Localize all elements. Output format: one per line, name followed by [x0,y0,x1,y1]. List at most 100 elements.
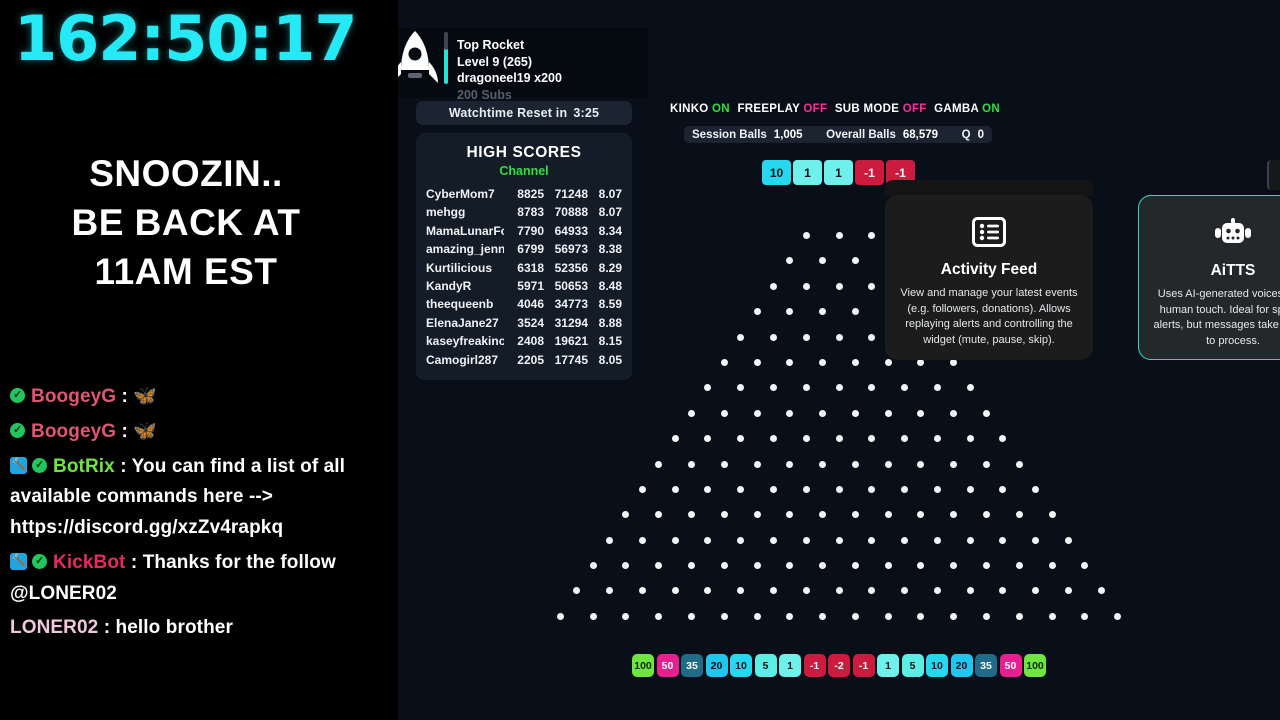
plinko-slot[interactable]: 1 [779,654,801,677]
chat-text: hello brother [115,617,233,639]
recent-multiplier-pill: 1 [824,160,853,185]
peg [1015,511,1023,519]
peg [835,282,843,290]
high-score-name: CyberMom7 [426,187,495,201]
high-score-score-a: 5971 [517,279,544,294]
peg [720,460,728,468]
high-score-name: KandyR [426,279,472,294]
plinko-slot[interactable]: 1 [877,654,899,677]
peg [868,282,876,290]
plinko-slot[interactable]: 50 [999,654,1022,677]
game-mode-status-row: KINKO ON FREEPLAY OFF SUB MODE OFF GAMBA ON [670,103,1000,115]
plinko-slot[interactable]: -2 [828,654,850,677]
activity-feed-description: View and manage your latest events (e.g.… [900,287,1078,346]
high-scores-panel: HIGH SCORES Channel CyberMom7 8825 71248 8.… [416,133,632,381]
status-sub-mode[interactable]: SUB MODE OFF [835,103,927,115]
peg [802,333,810,341]
peg-row [398,485,1280,511]
peg [917,612,925,620]
peg [786,358,794,366]
peg [720,409,728,417]
peg [1048,562,1056,570]
chat-username[interactable]: LONER02 [10,617,99,639]
peg [901,384,909,392]
peg [835,485,843,493]
plinko-slot[interactable]: 100 [1024,654,1046,677]
peg [786,460,794,468]
status-kinko[interactable]: KINKO ON [670,103,730,115]
high-score-score-b: 52356 [554,260,588,275]
peg-row [398,409,1280,435]
peg-row [398,612,1280,638]
chat-username[interactable]: BoogeyG [31,420,117,442]
plinko-slot[interactable]: 50 [656,654,679,677]
peg [1048,612,1056,620]
peg [671,485,679,493]
high-score-score-a: 8783 [517,205,544,220]
peg [671,587,679,595]
chat-message: BoogeyG : 🦋 [10,382,392,413]
high-score-score-a: 7790 [517,223,544,238]
plinko-slot[interactable]: -1 [852,654,875,677]
peg [687,612,695,620]
plinko-slot[interactable]: 35 [681,654,703,677]
plinko-slot[interactable]: 35 [975,654,997,677]
plinko-slot[interactable]: 10 [730,654,752,677]
high-score-score-b: 19621 [554,334,588,349]
peg [933,435,941,443]
session-balls-label: Session Balls [692,128,767,141]
session-balls-value: 1,005 [773,128,803,141]
high-score-row: mehgg 8783 70888 8.07 [426,203,622,221]
plinko-slot[interactable]: 20 [705,654,728,677]
overall-balls-label: Overall Balls [826,128,896,141]
peg-row [398,536,1280,562]
peg [589,612,597,620]
peg [851,358,859,366]
high-score-score-b: 70888 [554,205,588,220]
high-score-name: MamaLunarFox7 [426,223,504,238]
status-freeplay[interactable]: FREEPLAY OFF [737,103,827,115]
peg [1048,511,1056,519]
peg [851,308,859,316]
peg-row [398,587,1280,612]
peg [737,536,745,544]
peg [769,536,777,544]
peg [802,536,810,544]
high-score-name: Kurtilicious [426,260,493,275]
plinko-slot[interactable]: 5 [754,654,777,677]
peg [819,409,827,417]
peg [835,587,843,595]
plinko-slot[interactable]: 10 [926,654,948,677]
peg [671,435,679,443]
aitts-card[interactable]: AiTTS Uses AI-generated voices for a hum… [1138,195,1280,360]
chat-username[interactable]: BoogeyG [31,386,117,407]
peg-row [398,435,1280,460]
plinko-slot[interactable]: 100 [632,654,654,677]
plinko-slot[interactable]: 5 [901,654,924,677]
plinko-slot[interactable]: 20 [950,654,973,677]
top-rocket-banner: Top Rocket Level 9 (265) dragoneel19 x20… [398,28,648,102]
chat-message-list[interactable]: BoogeyG : 🦋BoogeyG : 🦋BotRix : You can f… [10,382,392,648]
watchtime-label: Watchtime Reset in [448,106,568,120]
high-score-row: theequeenb 4046 34773 8.59 [426,295,622,313]
high-score-score-a: 4046 [517,297,544,312]
chat-username[interactable]: BotRix [53,455,115,477]
plinko-game-panel: Top Rocket Level 9 (265) dragoneel19 x20… [398,0,1280,720]
activity-feed-card[interactable]: Activity Feed View and manage your lates… [885,195,1093,360]
high-score-score-c: 8.59 [598,297,622,312]
chat-separator: : [116,420,134,442]
peg [606,536,614,544]
peg [655,562,663,570]
peg [769,587,777,595]
peg [1114,612,1122,620]
away-line-3: 11AM EST [94,250,278,292]
chat-message: BoogeyG : 🦋 [10,417,392,448]
panel-edge-handle[interactable] [1267,160,1280,190]
status-gamba[interactable]: GAMBA ON [934,103,1000,115]
chat-username[interactable]: KickBot [53,551,126,573]
chat-message: KickBot : Thanks for the follow @LONER02 [10,548,392,610]
aitts-description: Uses AI-generated voices for a human tou… [1153,288,1280,347]
status-label: FREEPLAY [737,103,800,115]
plinko-slot[interactable]: -1 [803,654,826,677]
stream-overlay-left-panel: 162:50:17 SNOOZIN.. BE BACK AT 11AM EST … [0,0,398,720]
